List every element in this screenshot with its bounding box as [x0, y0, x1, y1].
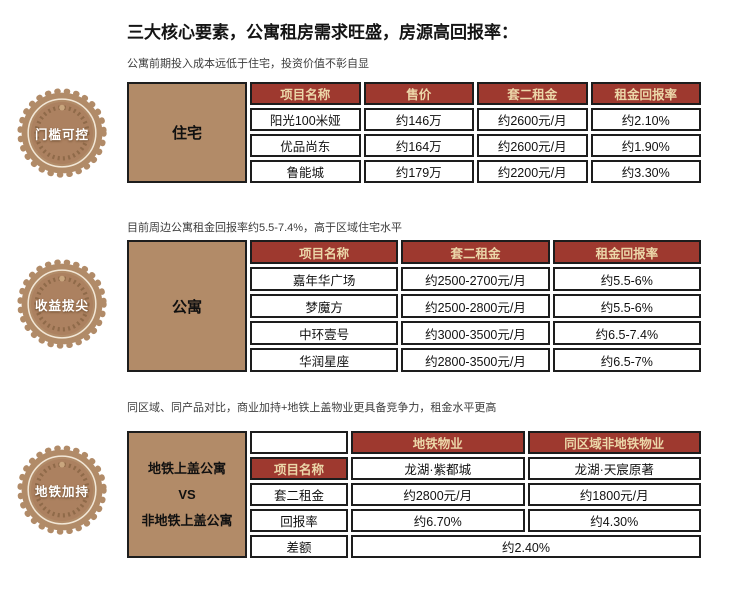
medal-seal-icon — [17, 445, 107, 535]
row-group-label-apartment: 公寓 — [127, 240, 247, 372]
data-cell: 嘉年华广场 — [250, 267, 399, 291]
table-row: 嘉年华广场 约2500-2700元/月 约5.5-6% — [127, 267, 701, 291]
data-cell: 约2600元/月 — [477, 134, 588, 157]
badge-yield-label: 收益拔尖 — [34, 298, 89, 313]
data-cell: 优品尚东 — [250, 134, 361, 157]
diagonal-corner-cell — [250, 431, 348, 454]
table-row: 鲁能城 约179万 约2200元/月 约3.30% — [127, 160, 701, 183]
header-cell: 售价 — [363, 82, 474, 105]
data-cell: 约1800元/月 — [527, 483, 701, 506]
medal-seal-icon — [17, 259, 107, 349]
data-cell: 约2500-2800元/月 — [401, 294, 550, 318]
badge-metro-label: 地铁加持 — [34, 484, 89, 499]
data-cell: 约3.30% — [590, 160, 701, 183]
medal-seal-icon — [17, 88, 107, 178]
row-group-label-residential: 住宅 — [127, 82, 247, 183]
header-cell: 套二租金 — [401, 240, 550, 264]
table-row: 差额 约2.40% — [127, 535, 701, 558]
label-line: VS — [178, 486, 196, 502]
table-row: 梦魔方 约2500-2800元/月 约5.5-6% — [127, 294, 701, 318]
section3-subtitle: 同区域、同产品对比，商业加持+地铁上盖物业更具备竞争力，租金水平更高 — [127, 402, 497, 414]
metro-comparison-table: 地铁上盖公寓 VS 非地铁上盖公寓 地铁物业 同区域非地铁物业 项目名称 龙湖·… — [124, 428, 704, 561]
row-label-cell: 回报率 — [250, 509, 348, 532]
table-row: 优品尚东 约164万 约2600元/月 约1.90% — [127, 134, 701, 157]
header-cell: 租金回报率 — [590, 82, 701, 105]
table-row: 回报率 约6.70% 约4.30% — [127, 509, 701, 532]
data-cell: 约2800-3500元/月 — [401, 348, 550, 372]
header-cell: 地铁物业 — [351, 431, 525, 454]
data-cell: 约3000-3500元/月 — [401, 321, 550, 345]
section1-subtitle: 公寓前期投入成本远低于住宅，投资价值不彰自显 — [127, 58, 369, 70]
badge-threshold-label: 门槛可控 — [34, 127, 89, 142]
data-cell: 约6.70% — [351, 509, 525, 532]
data-cell: 约2800元/月 — [351, 483, 525, 506]
badge-threshold-seal: 门槛可控 — [15, 86, 109, 180]
data-cell: 约5.5-6% — [552, 294, 701, 318]
row-label-cell: 差额 — [250, 535, 348, 558]
data-cell-merged: 约2.40% — [351, 535, 701, 558]
data-cell: 鲁能城 — [250, 160, 361, 183]
table-row: 华润星座 约2800-3500元/月 约6.5-7% — [127, 348, 701, 372]
residential-table: 住宅 项目名称 售价 套二租金 租金回报率 阳光100米娅 约146万 约260… — [124, 79, 704, 186]
data-cell: 约164万 — [363, 134, 474, 157]
row-header-cell: 项目名称 — [250, 457, 348, 480]
apartment-table: 公寓 项目名称 套二租金 租金回报率 嘉年华广场 约2500-2700元/月 约… — [124, 237, 704, 375]
header-cell: 租金回报率 — [552, 240, 701, 264]
data-cell: 约146万 — [363, 108, 474, 131]
header-cell: 项目名称 — [250, 240, 399, 264]
data-cell: 约6.5-7% — [552, 348, 701, 372]
data-cell: 约179万 — [363, 160, 474, 183]
data-cell: 约2.10% — [590, 108, 701, 131]
label-line: 地铁上盖公寓 — [147, 460, 226, 476]
badge-metro-seal: 地铁加持 — [15, 443, 109, 537]
data-cell: 华润星座 — [250, 348, 399, 372]
data-cell: 龙湖·紫都城 — [351, 457, 525, 480]
data-cell: 中环壹号 — [250, 321, 399, 345]
data-cell: 约2600元/月 — [477, 108, 588, 131]
data-cell: 约2200元/月 — [477, 160, 588, 183]
page-title: 三大核心要素，公寓租房需求旺盛，房源高回报率： — [127, 23, 518, 42]
label-line: 非地铁上盖公寓 — [141, 512, 233, 528]
data-cell: 梦魔方 — [250, 294, 399, 318]
row-label-cell: 套二租金 — [250, 483, 348, 506]
table-row: 阳光100米娅 约146万 约2600元/月 约2.10% — [127, 108, 701, 131]
header-cell: 套二租金 — [477, 82, 588, 105]
table-row: 套二租金 约2800元/月 约1800元/月 — [127, 483, 701, 506]
badge-yield-seal: 收益拔尖 — [15, 257, 109, 351]
data-cell: 约1.90% — [590, 134, 701, 157]
table-row: 中环壹号 约3000-3500元/月 约6.5-7.4% — [127, 321, 701, 345]
data-cell: 龙湖·天宸原著 — [527, 457, 701, 480]
section2-subtitle: 目前周边公寓租金回报率约5.5-7.4%，高于区域住宅水平 — [127, 222, 403, 234]
header-cell: 项目名称 — [250, 82, 361, 105]
table-row: 项目名称 龙湖·紫都城 龙湖·天宸原著 — [127, 457, 701, 480]
row-group-label-metro-vs: 地铁上盖公寓 VS 非地铁上盖公寓 — [127, 431, 247, 558]
data-cell: 约6.5-7.4% — [552, 321, 701, 345]
data-cell: 约5.5-6% — [552, 267, 701, 291]
data-cell: 约2500-2700元/月 — [401, 267, 550, 291]
header-cell: 同区域非地铁物业 — [527, 431, 701, 454]
data-cell: 阳光100米娅 — [250, 108, 361, 131]
data-cell: 约4.30% — [527, 509, 701, 532]
